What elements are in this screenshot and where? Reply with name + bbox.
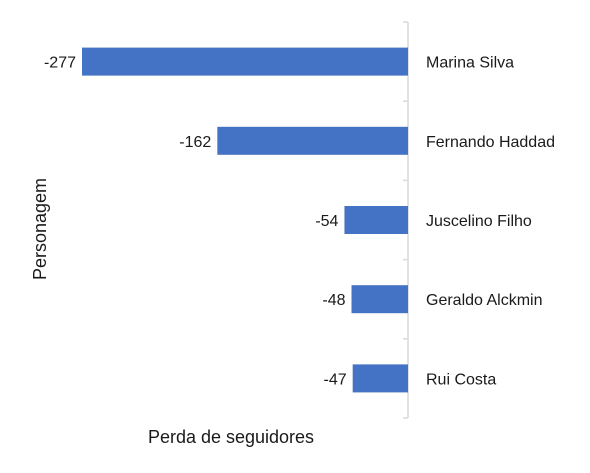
- data-label: -48: [322, 292, 345, 309]
- category-label: Marina Silva: [426, 55, 514, 72]
- bar: [82, 47, 408, 76]
- bar: [351, 285, 408, 314]
- data-label: -162: [179, 134, 211, 151]
- category-label: Rui Costa: [426, 371, 496, 388]
- y-axis-title: Personagem: [30, 178, 50, 280]
- bar: [352, 364, 408, 393]
- plot-area: -277 Marina Silva -162 Fernando Haddad -54 Ju…: [44, 21, 555, 419]
- data-label: -47: [324, 371, 347, 388]
- category-label: Geraldo Alckmin: [426, 292, 543, 309]
- data-label: -54: [315, 213, 338, 230]
- category-label: Fernando Haddad: [426, 134, 555, 151]
- data-label: -277: [44, 55, 76, 72]
- bar: [344, 206, 408, 234]
- category-label: Juscelino Filho: [426, 213, 532, 230]
- x-axis-title: Perda de seguidores: [148, 427, 314, 447]
- bar: [217, 126, 408, 155]
